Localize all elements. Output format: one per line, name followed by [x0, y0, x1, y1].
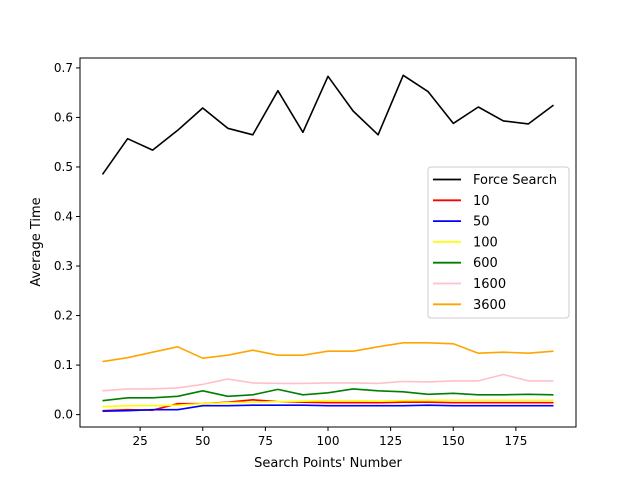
y-tick-label: 0.7 [54, 61, 73, 75]
x-axis-ticks: 25 50 75 100 125 150 175 [132, 427, 527, 448]
legend-label: Force Search [473, 173, 557, 188]
y-tick-label: 0.6 [54, 110, 73, 124]
legend-box [427, 166, 570, 319]
legend-label: 50 [473, 215, 490, 230]
plot-lines [101, 74, 554, 412]
legend-label: 600 [473, 256, 498, 271]
series-line-1600 [102, 373, 554, 392]
series-line-10 [102, 398, 554, 412]
y-tick-label: 0.5 [54, 160, 73, 174]
y-tick-label: 0.3 [54, 259, 73, 273]
legend-label: 1600 [473, 277, 506, 292]
series-line-force-search [101, 74, 554, 175]
legend-label: 3600 [473, 298, 506, 313]
x-tick-label: 175 [504, 434, 527, 448]
series-line-600 [102, 388, 554, 402]
y-tick-label: 0.2 [54, 309, 73, 323]
series-line-3600 [102, 341, 554, 363]
y-axis-ticks: 0.0 0.1 0.2 0.3 0.4 0.5 0.6 0.7 [54, 61, 80, 422]
x-tick-label: 50 [195, 434, 210, 448]
y-tick-label: 0.4 [54, 209, 73, 223]
x-tick-label: 75 [258, 434, 273, 448]
x-axis-label: Search Points' Number [254, 456, 402, 471]
y-tick-label: 0.1 [54, 358, 73, 372]
legend-label: 100 [473, 235, 498, 250]
legend: Force Search 10 50 100 600 1600 3600 [427, 166, 570, 319]
y-axis-label: Average Time [29, 197, 44, 286]
series-line-100 [102, 399, 554, 408]
x-tick-label: 125 [379, 434, 402, 448]
x-tick-label: 25 [132, 434, 147, 448]
x-tick-label: 100 [317, 434, 340, 448]
x-tick-label: 150 [442, 434, 465, 448]
y-tick-label: 0.0 [54, 408, 73, 422]
legend-label: 10 [473, 194, 490, 209]
series-line-50 [102, 404, 554, 412]
